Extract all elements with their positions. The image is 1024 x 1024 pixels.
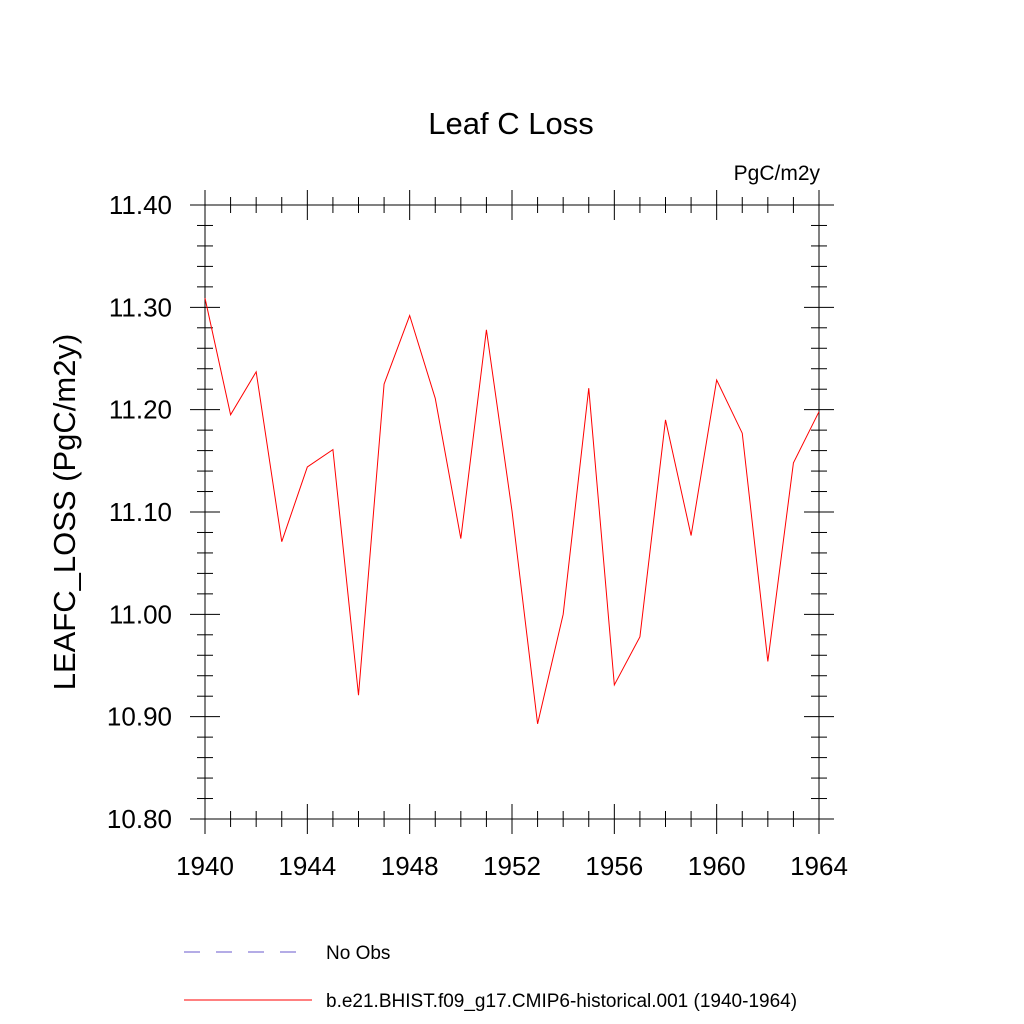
axis-ticks [190,190,834,834]
x-tick-label: 1940 [176,851,234,881]
y-tick-label: 10.80 [107,804,172,834]
chart-title: Leaf C Loss [428,106,593,141]
y-axis-label: LEAFC_LOSS (PgC/m2y) [47,334,82,691]
units-label: PgC/m2y [734,162,821,185]
y-tick-label: 11.30 [109,292,172,322]
series-line [204,298,820,724]
x-tick-label: 1948 [381,851,439,881]
x-tick-label: 1960 [688,851,746,881]
y-tick-label: 11.40 [109,190,172,220]
legend-label: b.e21.BHIST.f09_g17.CMIP6-historical.001… [326,991,797,1012]
legend-label: No Obs [326,943,390,964]
x-tick-label: 1944 [278,851,336,881]
x-tick-label: 1956 [585,851,643,881]
y-tick-label: 11.00 [109,599,172,629]
series-layer [204,298,820,724]
y-tick-label: 10.90 [107,702,172,732]
legend: No Obs b.e21.BHIST.f09_g17.CMIP6-historic… [184,943,797,1012]
y-tick-label: 11.20 [109,395,172,425]
axis-tick-labels: 1940 1944 1948 1952 1956 1960 1964 10.80 10.90 11… [107,190,848,881]
x-tick-label: 1952 [483,851,541,881]
x-tick-label: 1964 [790,851,848,881]
y-tick-label: 11.10 [109,497,172,527]
